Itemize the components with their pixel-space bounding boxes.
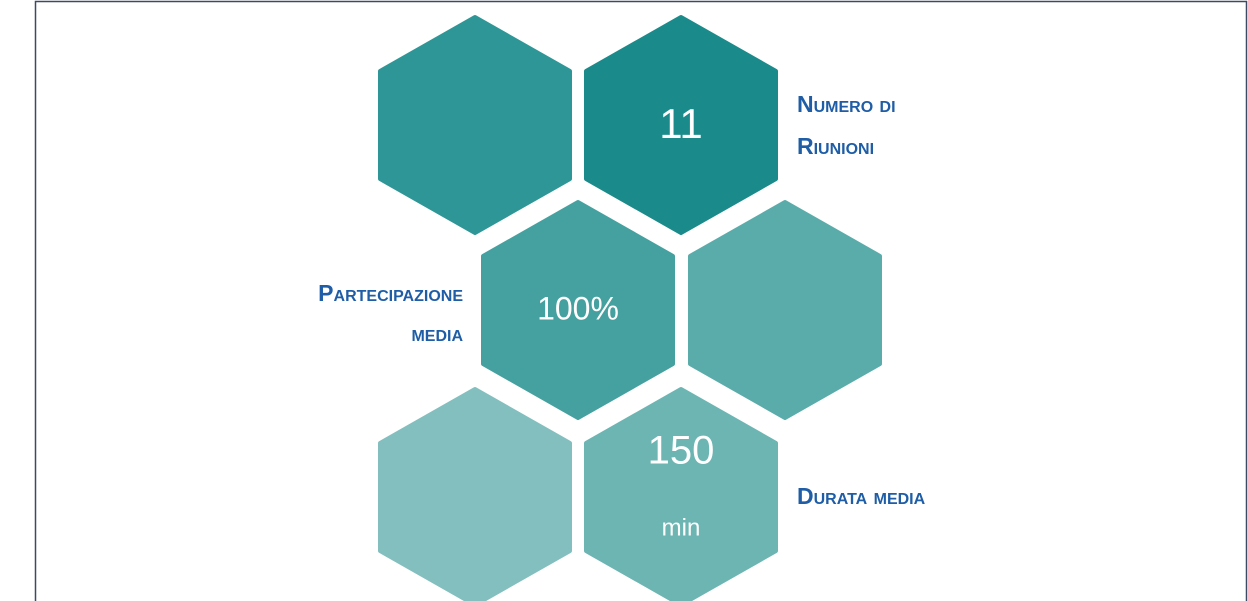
hexagon [584, 387, 778, 601]
hexagons [378, 15, 882, 601]
hexagon [378, 387, 572, 601]
meetings-value: 11 [659, 100, 703, 147]
hexagon [481, 200, 675, 420]
duration-unit: min [662, 514, 701, 541]
participation-value: 100% [537, 290, 619, 326]
hexagon [688, 200, 882, 420]
hexagon [378, 15, 572, 235]
duration-label: Durata media [797, 483, 926, 509]
duration-value: 150 [648, 429, 715, 473]
frame [34, 0, 1248, 601]
hexagon [584, 15, 778, 235]
participation-label: Partecipazione [318, 280, 463, 306]
participation-label: media [411, 320, 463, 346]
meetings-label: Numero di [797, 91, 896, 117]
meetings-label: Riunioni [797, 133, 874, 159]
